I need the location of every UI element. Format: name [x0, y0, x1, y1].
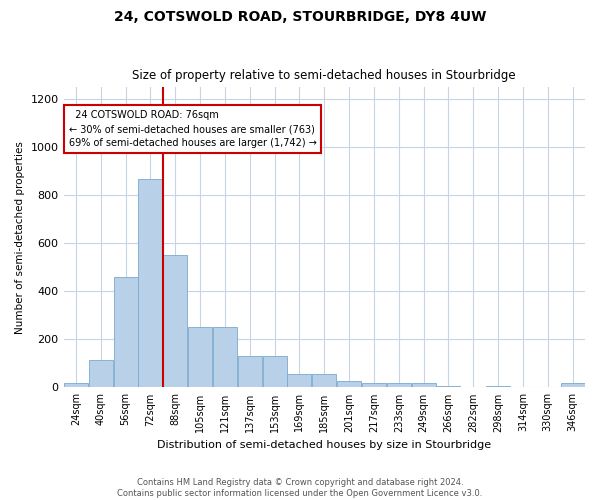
Bar	[560, 383, 584, 388]
X-axis label: Distribution of semi-detached houses by size in Stourbridge: Distribution of semi-detached houses by …	[157, 440, 491, 450]
Bar	[486, 386, 510, 388]
Bar	[64, 383, 88, 388]
Bar	[188, 328, 212, 388]
Bar	[163, 256, 187, 388]
Bar	[238, 356, 262, 388]
Title: Size of property relative to semi-detached houses in Stourbridge: Size of property relative to semi-detach…	[133, 69, 516, 82]
Bar	[287, 374, 311, 388]
Y-axis label: Number of semi-detached properties: Number of semi-detached properties	[15, 141, 25, 334]
Bar	[362, 382, 386, 388]
Bar	[113, 277, 137, 388]
Bar	[412, 383, 436, 388]
Bar	[337, 380, 361, 388]
Text: Contains HM Land Registry data © Crown copyright and database right 2024.
Contai: Contains HM Land Registry data © Crown c…	[118, 478, 482, 498]
Bar	[139, 178, 163, 388]
Bar	[263, 356, 287, 388]
Text: 24, COTSWOLD ROAD, STOURBRIDGE, DY8 4UW: 24, COTSWOLD ROAD, STOURBRIDGE, DY8 4UW	[114, 10, 486, 24]
Bar	[89, 360, 113, 388]
Text: 24 COTSWOLD ROAD: 76sqm
← 30% of semi-detached houses are smaller (763)
69% of s: 24 COTSWOLD ROAD: 76sqm ← 30% of semi-de…	[68, 110, 316, 148]
Bar	[387, 383, 411, 388]
Bar	[213, 328, 237, 388]
Bar	[312, 374, 337, 388]
Bar	[436, 386, 460, 388]
